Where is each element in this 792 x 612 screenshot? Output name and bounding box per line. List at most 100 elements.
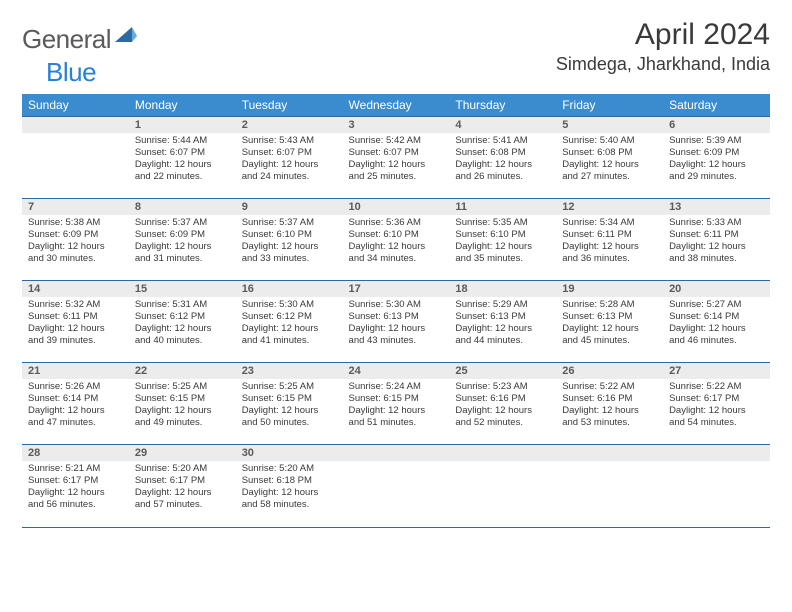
daylight-line: Daylight: 12 hours and 36 minutes. — [562, 241, 639, 264]
day-details: Sunrise: 5:20 AMSunset: 6:17 PMDaylight:… — [129, 461, 236, 515]
calendar-cell: 2Sunrise: 5:43 AMSunset: 6:07 PMDaylight… — [236, 117, 343, 199]
day-details: Sunrise: 5:28 AMSunset: 6:13 PMDaylight:… — [556, 297, 663, 351]
sunset-line: Sunset: 6:14 PM — [669, 311, 739, 322]
sunset-line: Sunset: 6:08 PM — [562, 147, 632, 158]
sunrise-line: Sunrise: 5:22 AM — [669, 381, 741, 392]
day-number: 5 — [556, 117, 663, 133]
sunrise-line: Sunrise: 5:37 AM — [242, 217, 314, 228]
sunset-line: Sunset: 6:17 PM — [669, 393, 739, 404]
sunrise-line: Sunrise: 5:25 AM — [242, 381, 314, 392]
sunset-line: Sunset: 6:09 PM — [28, 229, 98, 240]
calendar-cell — [22, 117, 129, 199]
day-details: Sunrise: 5:37 AMSunset: 6:10 PMDaylight:… — [236, 215, 343, 269]
calendar-page: General April 2024 Simdega, Jharkhand, I… — [0, 0, 792, 546]
daylight-line: Daylight: 12 hours and 29 minutes. — [669, 159, 746, 182]
sunset-line: Sunset: 6:11 PM — [28, 311, 98, 322]
daylight-line: Daylight: 12 hours and 52 minutes. — [455, 405, 532, 428]
sunset-line: Sunset: 6:16 PM — [562, 393, 632, 404]
day-number: 23 — [236, 363, 343, 379]
sunset-line: Sunset: 6:17 PM — [28, 475, 98, 486]
brand-word-1: General — [22, 24, 111, 55]
daylight-line: Daylight: 12 hours and 44 minutes. — [455, 323, 532, 346]
calendar-cell: 8Sunrise: 5:37 AMSunset: 6:09 PMDaylight… — [129, 199, 236, 281]
day-details: Sunrise: 5:21 AMSunset: 6:17 PMDaylight:… — [22, 461, 129, 515]
sunset-line: Sunset: 6:12 PM — [242, 311, 312, 322]
day-header: Monday — [129, 94, 236, 117]
day-number: 20 — [663, 281, 770, 297]
day-details: Sunrise: 5:39 AMSunset: 6:09 PMDaylight:… — [663, 133, 770, 187]
calendar-cell: 5Sunrise: 5:40 AMSunset: 6:08 PMDaylight… — [556, 117, 663, 199]
day-number: 10 — [343, 199, 450, 215]
day-details: Sunrise: 5:24 AMSunset: 6:15 PMDaylight:… — [343, 379, 450, 433]
calendar-cell: 12Sunrise: 5:34 AMSunset: 6:11 PMDayligh… — [556, 199, 663, 281]
sunrise-line: Sunrise: 5:21 AM — [28, 463, 100, 474]
daylight-line: Daylight: 12 hours and 38 minutes. — [669, 241, 746, 264]
daylight-line: Daylight: 12 hours and 45 minutes. — [562, 323, 639, 346]
day-number: 21 — [22, 363, 129, 379]
calendar-cell: 21Sunrise: 5:26 AMSunset: 6:14 PMDayligh… — [22, 363, 129, 445]
calendar-week: 14 Sunrise: 5:32 AMSunset: 6:11 PM Dayligh… — [22, 281, 770, 363]
brand-word-2: Blue — [46, 57, 96, 88]
daylight-line: Daylight: 12 hours and 24 minutes. — [242, 159, 319, 182]
daylight-line: Daylight: 12 hours and 43 minutes. — [349, 323, 426, 346]
day-details: Sunrise: 5:44 AMSunset: 6:07 PMDaylight:… — [129, 133, 236, 187]
sunset-line: Sunset: 6:07 PM — [242, 147, 312, 158]
sunset-line: Sunset: 6:11 PM — [562, 229, 632, 240]
sunset-line: Sunset: 6:15 PM — [242, 393, 312, 404]
sunrise-line: Sunrise: 5:42 AM — [349, 135, 421, 146]
sunrise-line: Sunrise: 5:40 AM — [562, 135, 634, 146]
day-details: Sunrise: 5:29 AMSunset: 6:13 PMDaylight:… — [449, 297, 556, 351]
calendar-cell — [556, 445, 663, 527]
sunrise-line: Sunrise: 5:25 AM — [135, 381, 207, 392]
day-number: 7 — [22, 199, 129, 215]
calendar-cell: 25Sunrise: 5:23 AMSunset: 6:16 PMDayligh… — [449, 363, 556, 445]
sunrise-line: Sunrise: 5:39 AM — [669, 135, 741, 146]
day-header: Tuesday — [236, 94, 343, 117]
day-details: Sunrise: 5:26 AMSunset: 6:14 PMDaylight:… — [22, 379, 129, 433]
day-details: Sunrise: 5:43 AMSunset: 6:07 PMDaylight:… — [236, 133, 343, 187]
day-number-empty — [22, 117, 129, 133]
calendar-cell — [663, 445, 770, 527]
calendar-cell: 20Sunrise: 5:27 AMSunset: 6:14 PMDayligh… — [663, 281, 770, 363]
daylight-line: Daylight: 12 hours and 41 minutes. — [242, 323, 319, 346]
day-number: 8 — [129, 199, 236, 215]
day-details: Sunrise: 5:23 AMSunset: 6:16 PMDaylight:… — [449, 379, 556, 433]
calendar-cell: 3Sunrise: 5:42 AMSunset: 6:07 PMDaylight… — [343, 117, 450, 199]
day-number: 11 — [449, 199, 556, 215]
daylight-line: Daylight: 12 hours and 47 minutes. — [28, 405, 105, 428]
brand-logo: General — [22, 24, 139, 55]
day-number: 26 — [556, 363, 663, 379]
sunrise-line: Sunrise: 5:26 AM — [28, 381, 100, 392]
daylight-line: Daylight: 12 hours and 26 minutes. — [455, 159, 532, 182]
sunrise-line: Sunrise: 5:22 AM — [562, 381, 634, 392]
day-number: 25 — [449, 363, 556, 379]
sunset-line: Sunset: 6:10 PM — [455, 229, 525, 240]
calendar-cell: 18Sunrise: 5:29 AMSunset: 6:13 PMDayligh… — [449, 281, 556, 363]
calendar-cell: 26 Sunrise: 5:22 AMSunset: 6:16 PMDayligh… — [556, 363, 663, 445]
day-header: Thursday — [449, 94, 556, 117]
day-details: Sunrise: 5:35 AMSunset: 6:10 PMDaylight:… — [449, 215, 556, 269]
daylight-line: Daylight: 12 hours and 58 minutes. — [242, 487, 319, 510]
calendar-cell — [343, 445, 450, 527]
day-details: Sunrise: 5:31 AMSunset: 6:12 PMDaylight:… — [129, 297, 236, 351]
daylight-line: Daylight: 12 hours and 51 minutes. — [349, 405, 426, 428]
day-details: Sunrise: 5:20 AMSunset: 6:18 PMDaylight:… — [236, 461, 343, 515]
day-number: 14 — [22, 281, 129, 297]
calendar-cell: 19Sunrise: 5:28 AMSunset: 6:13 PMDayligh… — [556, 281, 663, 363]
day-details: Sunrise: 5:25 AMSunset: 6:15 PMDaylight:… — [129, 379, 236, 433]
sunrise-line: Sunrise: 5:24 AM — [349, 381, 421, 392]
calendar-cell: 29Sunrise: 5:20 AMSunset: 6:17 PMDayligh… — [129, 445, 236, 527]
sunrise-line: Sunrise: 5:27 AM — [669, 299, 741, 310]
daylight-line: Daylight: 12 hours and 33 minutes. — [242, 241, 319, 264]
day-details: Sunrise: 5:37 AMSunset: 6:09 PMDaylight:… — [129, 215, 236, 269]
sunrise-line: Sunrise: 5:34 AM — [562, 217, 634, 228]
day-number: 28 — [22, 445, 129, 461]
sunrise-line: Sunrise: 5:32 AM — [28, 299, 100, 310]
calendar-week: 21Sunrise: 5:26 AMSunset: 6:14 PMDayligh… — [22, 363, 770, 445]
calendar-cell: 22Sunrise: 5:25 AMSunset: 6:15 PMDayligh… — [129, 363, 236, 445]
daylight-line: Daylight: 12 hours and 53 minutes. — [562, 405, 639, 428]
daylight-line: Daylight: 12 hours and 40 minutes. — [135, 323, 212, 346]
daylight-line: Daylight: 12 hours and 30 minutes. — [28, 241, 105, 264]
calendar-week: 1Sunrise: 5:44 AMSunset: 6:07 PMDaylight… — [22, 117, 770, 199]
day-number: 22 — [129, 363, 236, 379]
